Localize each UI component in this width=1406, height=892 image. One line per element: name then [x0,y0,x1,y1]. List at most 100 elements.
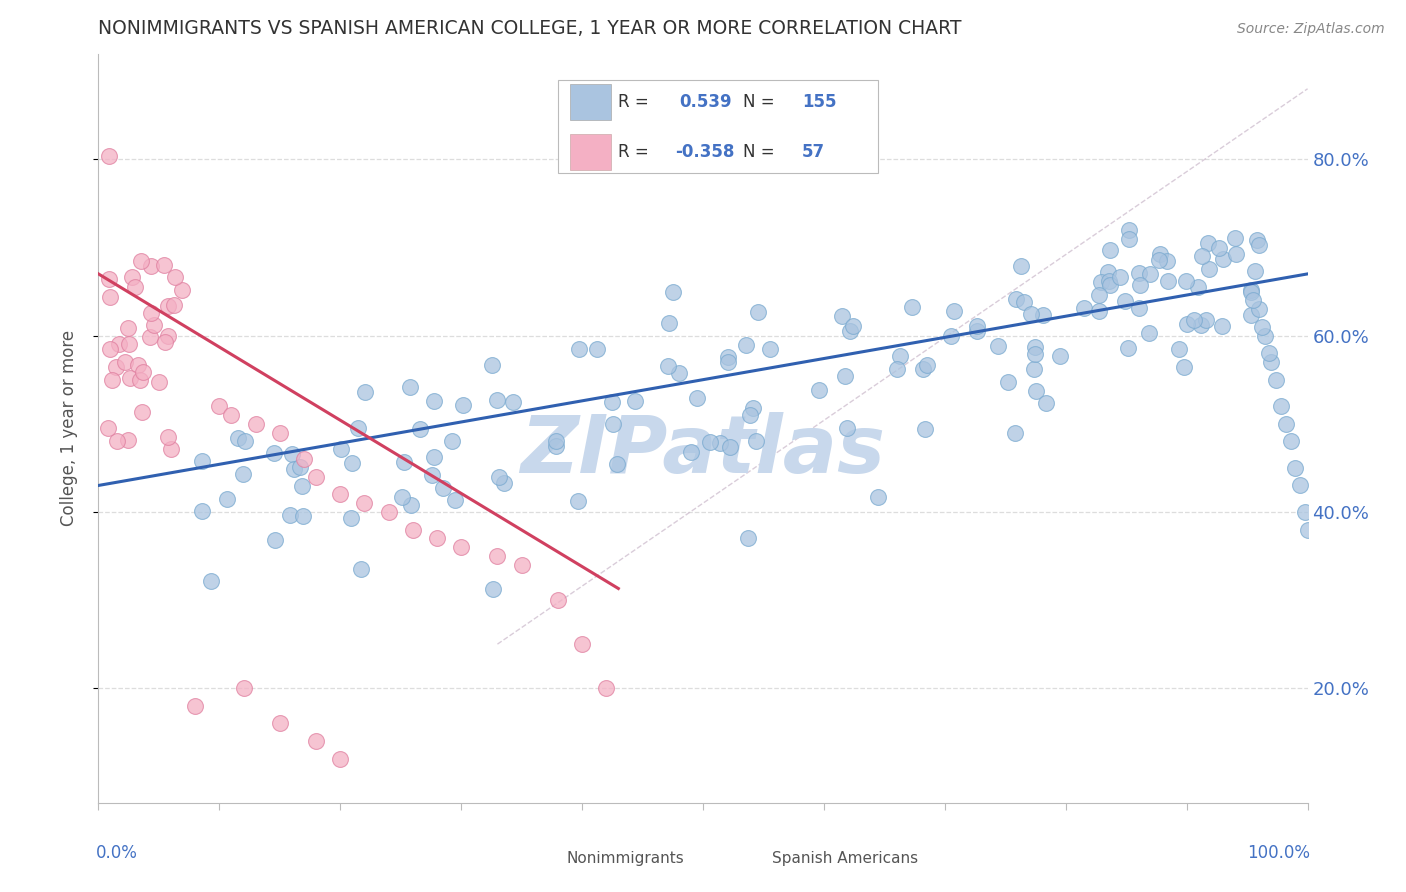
Point [191,453,214,467]
Text: 57: 57 [803,143,825,161]
Text: NONIMMIGRANTS VS SPANISH AMERICAN COLLEGE, 1 YEAR OR MORE CORRELATION CHART: NONIMMIGRANTS VS SPANISH AMERICAN COLLEG… [98,19,962,38]
Point [101,373,124,387]
Point [426,532,449,546]
Point [1225,247,1247,261]
Point [392,455,415,469]
Point [1191,249,1213,263]
Point [1182,313,1205,327]
Point [157,430,180,444]
Point [709,436,731,450]
Point [481,359,503,373]
Point [1240,283,1263,297]
Point [602,417,624,431]
Point [661,285,683,300]
Point [486,392,509,407]
Text: R =: R = [619,143,654,161]
Point [226,431,249,445]
Point [1073,301,1095,315]
Point [291,479,314,493]
Point [492,476,515,491]
Point [1109,269,1132,284]
FancyBboxPatch shape [569,84,612,120]
Point [1118,232,1140,246]
Point [354,384,377,399]
Point [440,434,463,448]
Point [1198,261,1220,276]
Point [105,359,128,374]
Point [1137,326,1160,340]
Point [281,446,304,460]
Point [987,339,1010,353]
Point [1118,222,1140,236]
Point [734,338,756,352]
Point [129,254,152,268]
Point [738,408,761,422]
Point [191,503,214,517]
Point [1279,434,1302,449]
Point [679,445,702,459]
Point [658,316,681,330]
Point [911,362,934,376]
Point [232,681,254,696]
Point [595,681,617,696]
Point [941,329,963,343]
Point [839,325,862,339]
Point [1249,238,1271,252]
Point [153,334,176,349]
Point [1128,266,1150,280]
Point [1156,254,1178,268]
Point [1025,384,1047,398]
Point [399,498,422,512]
Point [278,508,301,523]
Point [1296,523,1319,537]
Point [502,395,524,409]
Point [742,401,765,415]
Point [402,523,425,537]
Point [1090,275,1112,289]
Point [747,305,769,319]
Point [98,149,121,163]
Point [1249,302,1271,317]
Y-axis label: College, 1 year or more: College, 1 year or more [59,330,77,526]
Point [232,467,254,482]
Point [423,394,446,409]
Point [717,355,740,369]
Point [1212,252,1234,267]
Point [1128,301,1150,315]
Point [263,446,285,460]
Point [292,509,315,524]
Point [1032,308,1054,322]
Point [114,354,136,368]
Point [432,481,454,495]
Point [1097,264,1119,278]
Point [717,351,740,365]
Text: Source: ZipAtlas.com: Source: ZipAtlas.com [1237,22,1385,37]
Point [547,593,569,607]
Point [1149,246,1171,260]
Point [353,496,375,510]
Point [1175,317,1198,331]
Point [1116,341,1139,355]
Point [444,493,467,508]
Point [1024,340,1046,354]
Text: R =: R = [619,93,654,111]
Point [339,511,361,525]
Point [831,309,853,323]
Point [1241,293,1264,308]
Point [153,258,176,272]
Point [221,408,243,422]
Point [1187,279,1209,293]
Point [699,434,721,449]
Point [745,434,768,449]
Point [758,342,780,356]
Point [1099,278,1122,293]
Point [886,362,908,376]
Point [807,383,830,397]
Point [264,533,287,547]
FancyBboxPatch shape [558,79,879,173]
Text: N =: N = [742,143,780,161]
Point [1157,274,1180,288]
Point [1087,304,1109,318]
Point [121,270,143,285]
Point [834,368,856,383]
